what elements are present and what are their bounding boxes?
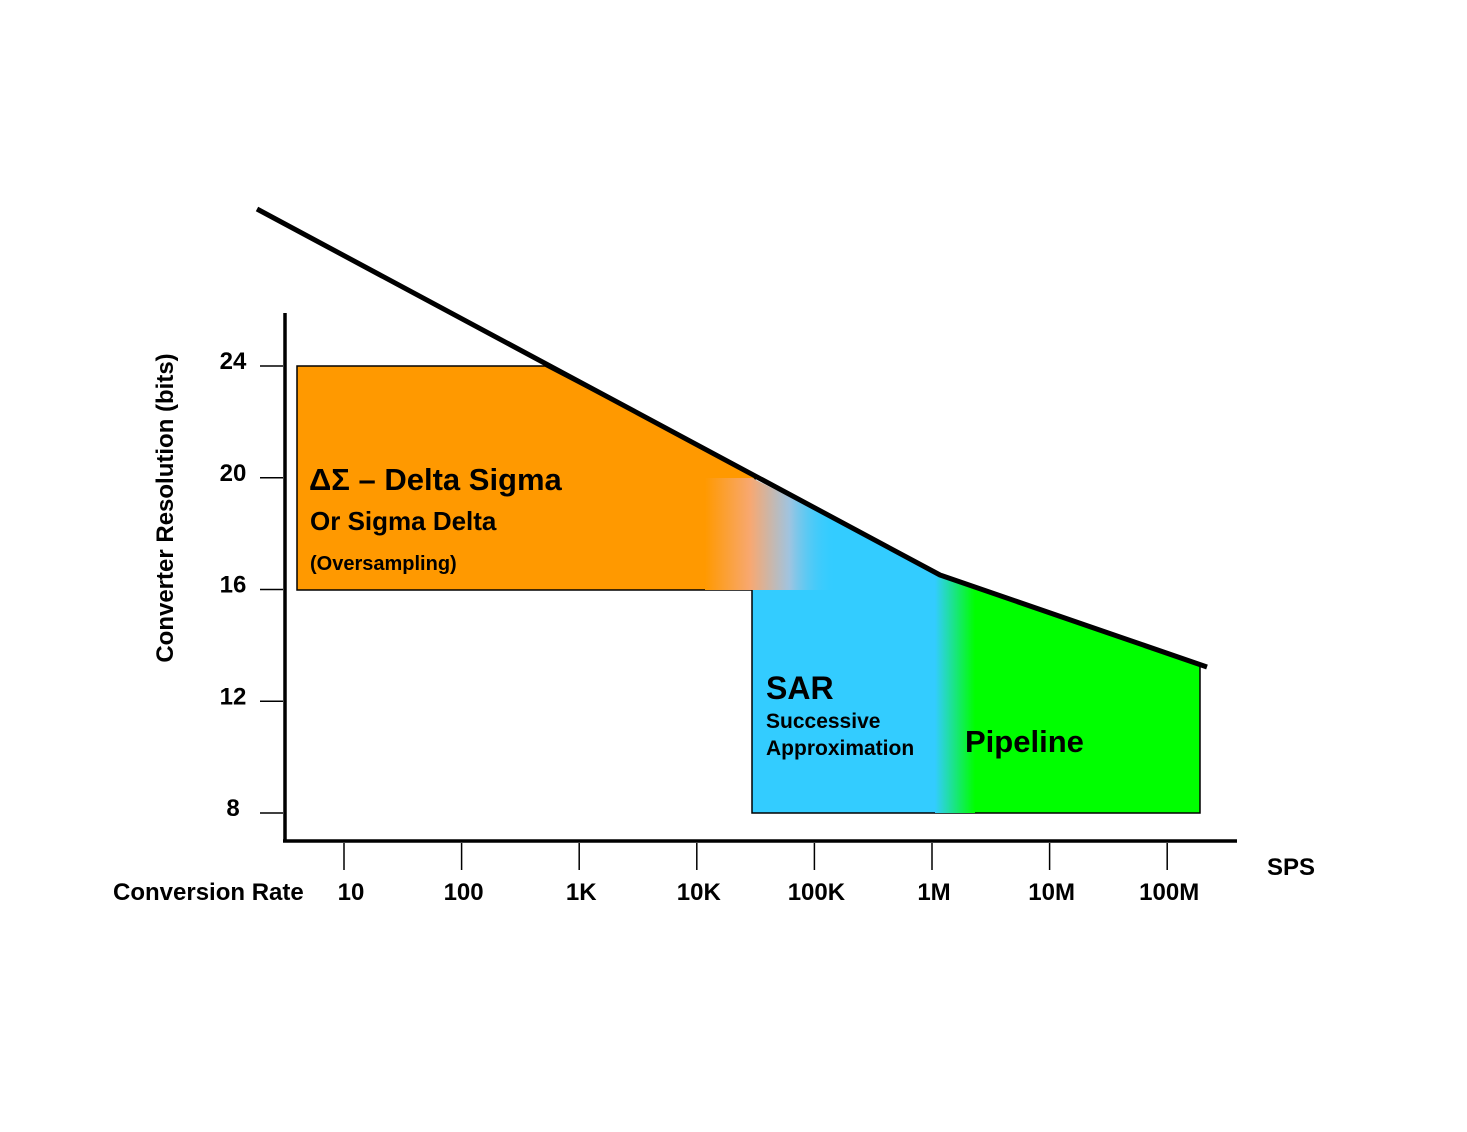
y-ticks: 24 20 16 12 8 [220,348,283,822]
x-tick-label: 100 [444,879,484,906]
x-tick-label: 1K [566,879,597,906]
delta-sigma-subtitle: Or Sigma Delta [310,506,497,536]
y-tick-label: 12 [220,683,247,710]
y-tick-label: 8 [226,795,239,822]
x-tick-label: 10M [1028,879,1075,906]
x-tick-label: 100M [1139,879,1199,906]
blend-sar-pipeline [935,571,975,813]
region-sar-border [751,590,958,814]
y-tick-label: 24 [220,348,247,375]
y-axis-label: Converter Resolution (bits) [152,353,179,662]
pipeline-title: Pipeline [965,724,1084,759]
y-tick-label: 20 [220,460,247,487]
region-pipeline-border [958,665,1201,814]
delta-sigma-note: (Oversampling) [310,553,457,575]
x-tick-label: 100K [788,879,846,906]
x-axis-unit: SPS [1267,854,1315,881]
region-pipeline [945,576,1200,813]
blend-delta-sigma-sar [705,478,835,590]
x-ticks: 10 100 1K 10K 100K 1M 10M 100M [338,843,1199,906]
y-tick-label: 16 [220,572,247,599]
x-tick-label: 10 [338,879,365,906]
x-axis-label: Conversion Rate [113,879,304,906]
x-tick-label: 10K [677,879,722,906]
sar-note: Approximation [766,737,914,760]
x-tick-label: 1M [917,879,950,906]
resolution-limit-line [255,206,1208,670]
sar-title: SAR [766,670,834,706]
delta-sigma-title: ΔΣ – Delta Sigma [309,462,563,497]
sar-subtitle: Successive [766,710,880,733]
